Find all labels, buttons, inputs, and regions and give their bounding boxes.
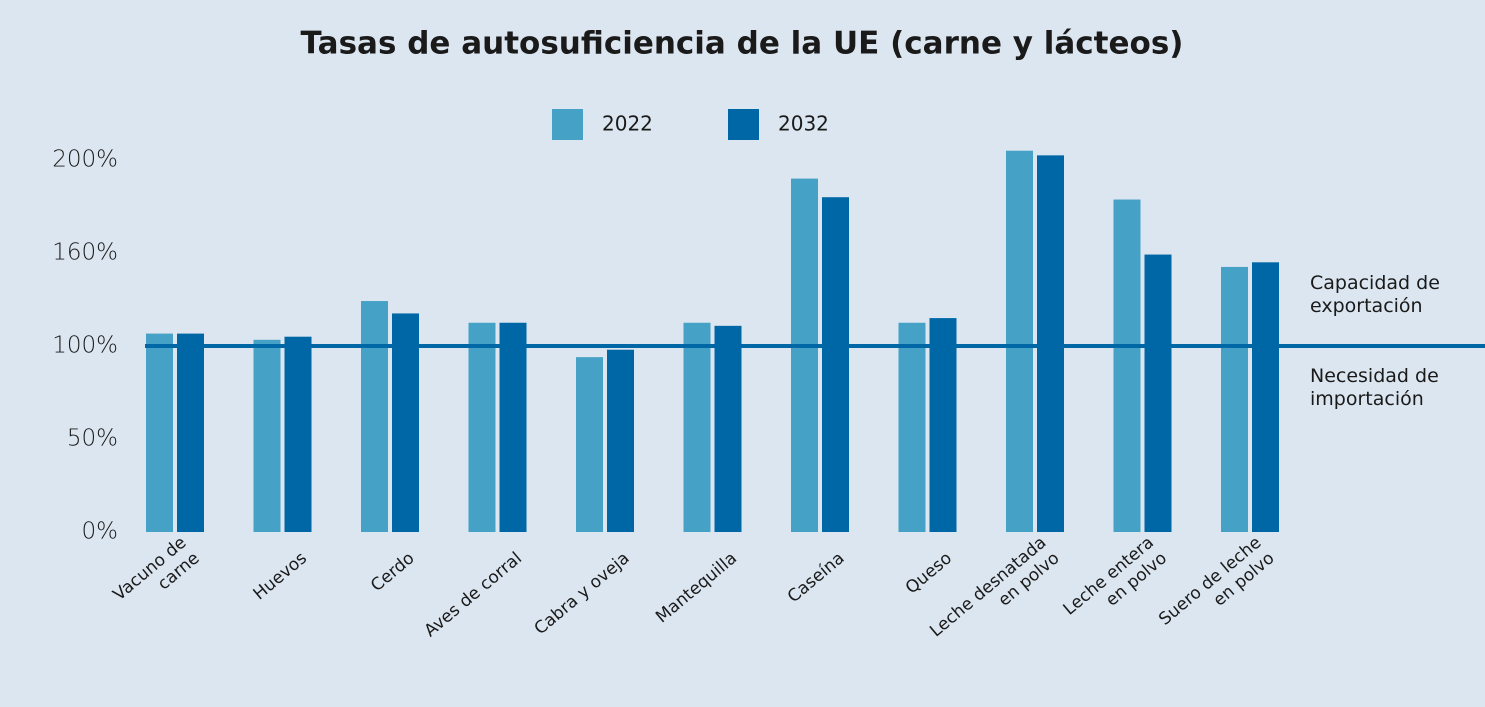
- bar: [499, 322, 527, 532]
- bar: [714, 325, 742, 532]
- y-tick-label: 160%: [52, 240, 118, 266]
- y-tick-label: 100%: [52, 333, 118, 359]
- bar: [253, 339, 281, 532]
- bar: [1144, 254, 1172, 533]
- legend-swatch: [728, 109, 759, 140]
- y-tick-label: 50%: [67, 426, 118, 452]
- bar: [898, 322, 926, 532]
- legend-swatch: [552, 109, 583, 140]
- bar: [929, 318, 957, 532]
- bar: [576, 357, 603, 532]
- bar: [1006, 150, 1033, 532]
- bar: [361, 301, 388, 532]
- bar: [284, 336, 312, 532]
- bar: [1113, 199, 1141, 532]
- reference-label-below: Necesidad de importación: [1310, 365, 1439, 410]
- bar: [822, 197, 849, 532]
- bar: [177, 333, 204, 532]
- bar: [791, 178, 818, 532]
- reference-label-above: Capacidad de exportación: [1310, 272, 1440, 317]
- bar: [1252, 262, 1279, 532]
- chart-title: Tasas de autosuficiencia de la UE (carne…: [301, 26, 1184, 62]
- bar: [392, 313, 419, 532]
- y-tick-label: 200%: [52, 147, 118, 173]
- legend-label: 2032: [778, 112, 829, 136]
- bar: [468, 322, 496, 532]
- bar: [146, 333, 173, 532]
- bar: [607, 349, 634, 532]
- legend-label: 2022: [602, 112, 653, 136]
- bar: [1221, 266, 1248, 532]
- bar: [1037, 155, 1064, 532]
- y-tick-label: 0%: [82, 519, 119, 545]
- bar: [683, 322, 711, 532]
